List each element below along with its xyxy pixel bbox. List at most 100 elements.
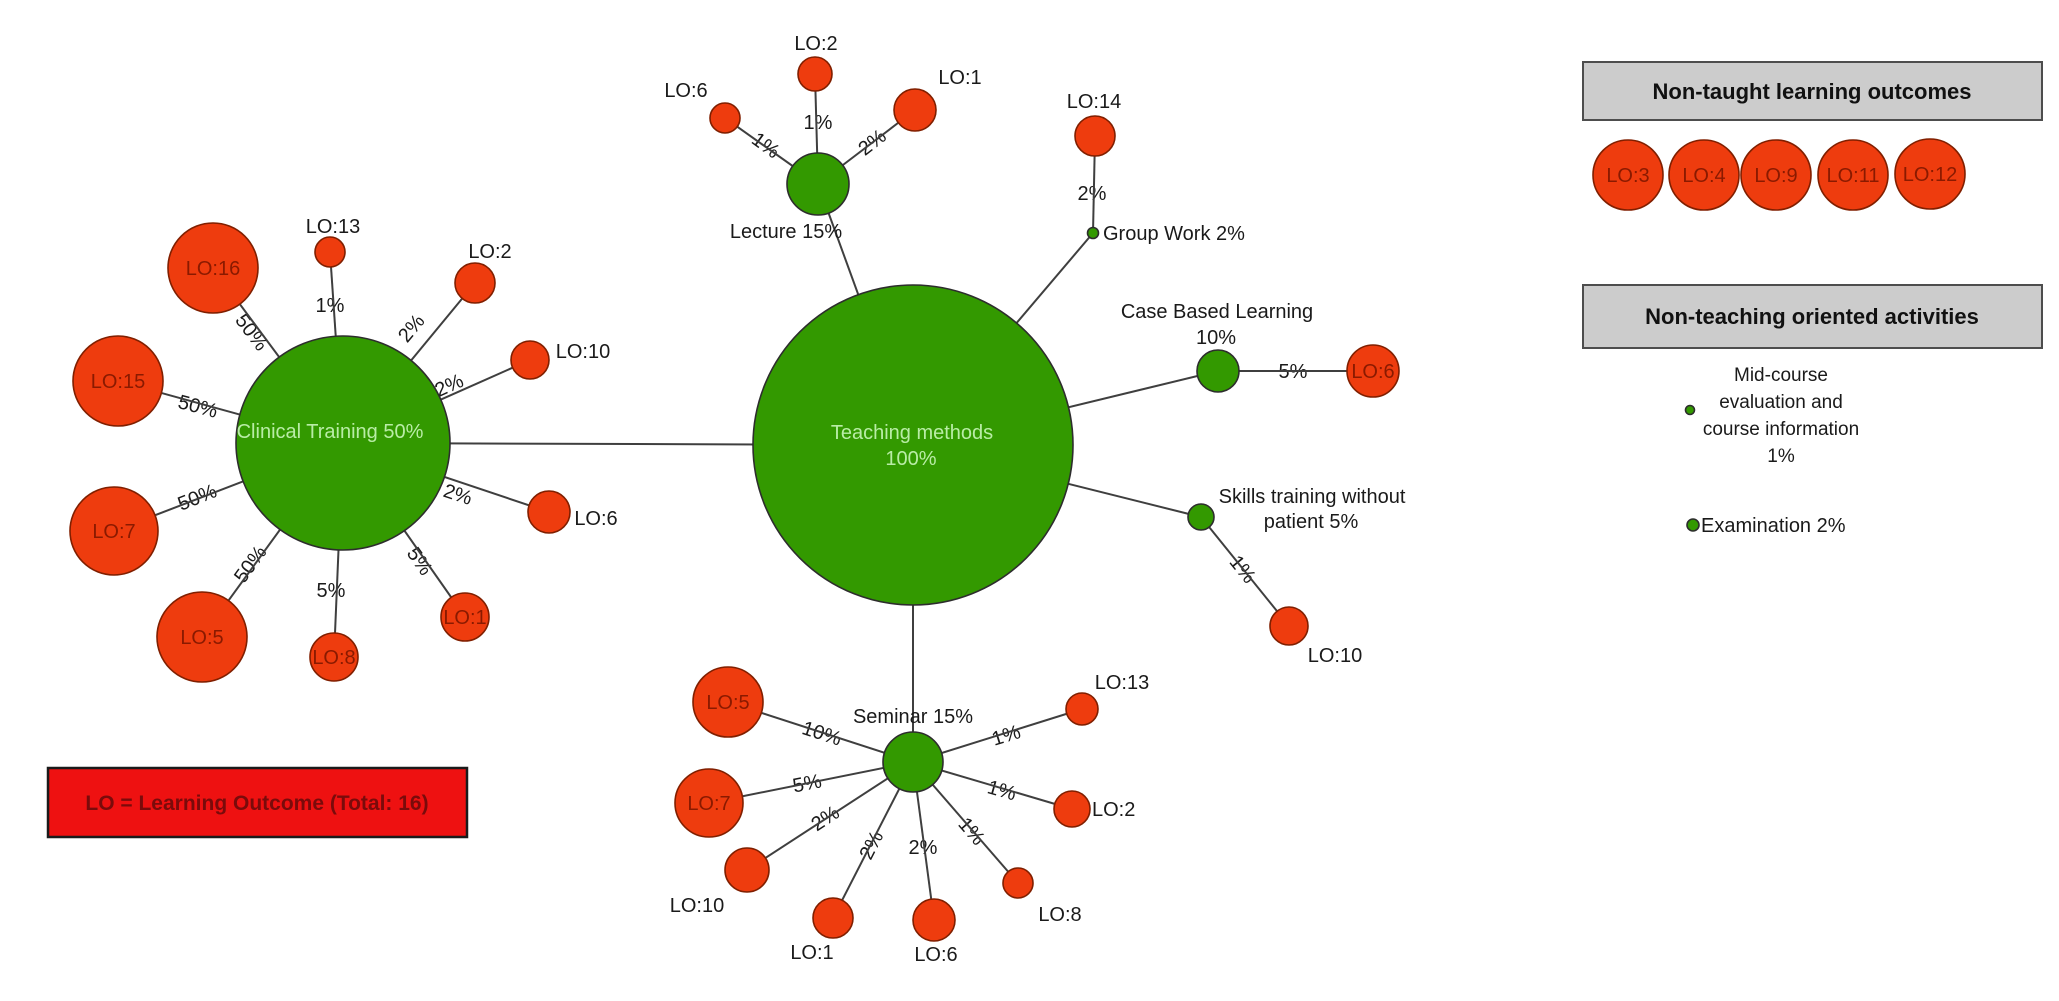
non-taught-lo9-label: LO:9 — [1754, 165, 1797, 187]
group-work-lo14-label: LO:14 — [1067, 91, 1121, 113]
seminar-lo13-label: LO:13 — [1095, 672, 1149, 694]
clinical-lo6-label: LO:6 — [574, 508, 617, 530]
lecture-lo6-node — [709, 102, 741, 134]
clinical-lo16-label: LO:16 — [186, 258, 240, 280]
mid-course-label-line3: course information — [1703, 419, 1859, 440]
clinical-lo1-label: LO:1 — [443, 607, 486, 629]
teaching-methods-node — [752, 284, 1074, 606]
non-taught-box — [1582, 61, 2043, 121]
clinical-lo16-node — [167, 222, 259, 314]
lecture-label: Lecture 15% — [730, 221, 843, 243]
skills-label-line2: patient 5% — [1264, 511, 1359, 533]
clinical-lo1-pct: 5% — [402, 543, 437, 579]
non-taught-lo4-label: LO:4 — [1682, 165, 1725, 187]
clinical-lo8-pct: 5% — [317, 580, 346, 602]
mid-course-label-line4: 1% — [1767, 446, 1795, 467]
clinical-lo2-pct: 2% — [394, 310, 430, 346]
clinical-lo13-label: LO:13 — [306, 216, 360, 238]
clinical-lo13-node — [314, 236, 346, 268]
clinical-lo13-pct: 1% — [316, 295, 345, 317]
link-seminar-lo10 — [746, 761, 914, 871]
seminar-lo2-label: LO:2 — [1092, 799, 1135, 821]
clinical-lo6-node — [527, 490, 571, 534]
seminar-lo7-node — [674, 768, 744, 838]
non-taught-title: Non-taught learning outcomes — [1653, 79, 1972, 104]
teaching-methods-label-line2: 100% — [885, 448, 936, 470]
clinical-lo10-label: LO:10 — [556, 341, 610, 363]
case-based-label-line1: Case Based Learning — [1121, 301, 1313, 323]
group-work-lo14-pct: 2% — [1078, 183, 1107, 205]
clinical-lo7-node — [69, 486, 159, 576]
non-taught-lo11-node — [1817, 139, 1889, 211]
seminar-lo1-label: LO:1 — [790, 942, 833, 964]
seminar-lo6-pct: 2% — [909, 837, 938, 859]
non-taught-lo3-node — [1592, 139, 1664, 211]
case-based-lo6-node — [1346, 344, 1400, 398]
mid-course-label-line1: Mid-course — [1734, 365, 1828, 386]
skills-lo10-label: LO:10 — [1308, 645, 1362, 667]
seminar-lo7-label: LO:7 — [687, 793, 730, 815]
lecture-lo6-label: LO:6 — [664, 80, 707, 102]
case-based-lo6-label: LO:6 — [1351, 361, 1394, 383]
clinical-lo5-node — [156, 591, 248, 683]
node-labels: Teaching methods 100% Clinical Training … — [91, 33, 1406, 966]
seminar-lo8-node — [1002, 867, 1034, 899]
clinical-training-node — [235, 335, 451, 551]
lecture-lo2-node — [797, 56, 833, 92]
skills-label-line1: Skills training without — [1219, 486, 1406, 508]
group-work-node — [1086, 226, 1100, 240]
lecture-lo2-pct: 1% — [804, 112, 833, 134]
skills-training-node — [1187, 503, 1215, 531]
case-based-label-line2: 10% — [1196, 327, 1236, 349]
legend-non-taught: Non-taught learning outcomes LO:3 LO:4 L… — [1582, 61, 2043, 211]
link-skills-lo10 — [1200, 516, 1290, 627]
case-based-learning-node — [1196, 349, 1240, 393]
seminar-lo6-label: LO:6 — [914, 944, 957, 966]
non-taught-lo3-label: LO:3 — [1606, 165, 1649, 187]
clinical-lo15-label: LO:15 — [91, 371, 145, 393]
lo-definition-text: LO = Learning Outcome (Total: 16) — [85, 792, 428, 815]
lecture-node — [786, 152, 850, 216]
skills-lo10-node — [1269, 606, 1309, 646]
teaching-methods-label-line1: Teaching methods — [831, 422, 993, 444]
lecture-lo2-label: LO:2 — [794, 33, 837, 55]
seminar-lo1-node — [812, 897, 854, 939]
seminar-lo8-label: LO:8 — [1038, 904, 1081, 926]
lecture-lo1-node — [893, 88, 937, 132]
seminar-lo5-label: LO:5 — [706, 692, 749, 714]
seminar-label: Seminar 15% — [853, 706, 973, 728]
clinical-lo5-label: LO:5 — [180, 627, 223, 649]
legend-non-teaching: Non-teaching oriented activities Mid-cou… — [1582, 284, 2043, 537]
non-taught-lo11-label: LO:11 — [1827, 165, 1880, 187]
seminar-lo10-label: LO:10 — [670, 895, 724, 917]
seminar-node — [882, 731, 944, 793]
group-work-lo14-node — [1074, 115, 1116, 157]
clinical-lo7-label: LO:7 — [92, 521, 135, 543]
mid-course-dot — [1684, 404, 1696, 416]
non-teaching-title: Non-teaching oriented activities — [1645, 304, 1979, 329]
non-taught-lo12-label: LO:12 — [1903, 164, 1957, 186]
non-teaching-box — [1582, 284, 2043, 349]
examination-dot — [1686, 518, 1700, 532]
clinical-training-label: Clinical Training 50% — [237, 421, 424, 443]
seminar-lo10-node — [724, 847, 770, 893]
group-work-label: Group Work 2% — [1103, 223, 1245, 245]
lecture-lo1-label: LO:1 — [938, 67, 981, 89]
clinical-lo8-node — [309, 632, 359, 682]
clinical-lo1-node — [440, 592, 490, 642]
lo-definition-box — [46, 766, 469, 839]
clinical-lo2-node — [454, 262, 496, 304]
seminar-lo2-node — [1053, 790, 1091, 828]
seminar-lo1-pct: 2% — [856, 827, 889, 863]
non-taught-lo9-node — [1740, 139, 1812, 211]
clinical-lo16-pct: 50% — [230, 310, 272, 355]
clinical-lo8-label: LO:8 — [312, 647, 355, 669]
non-taught-lo4-node — [1668, 139, 1740, 211]
non-taught-lo12-node — [1894, 138, 1966, 210]
seminar-lo5-pct: 10% — [799, 717, 844, 750]
mid-course-label-line2: evaluation and — [1719, 392, 1843, 413]
nodes — [69, 56, 1400, 942]
clinical-lo15-node — [72, 335, 164, 427]
